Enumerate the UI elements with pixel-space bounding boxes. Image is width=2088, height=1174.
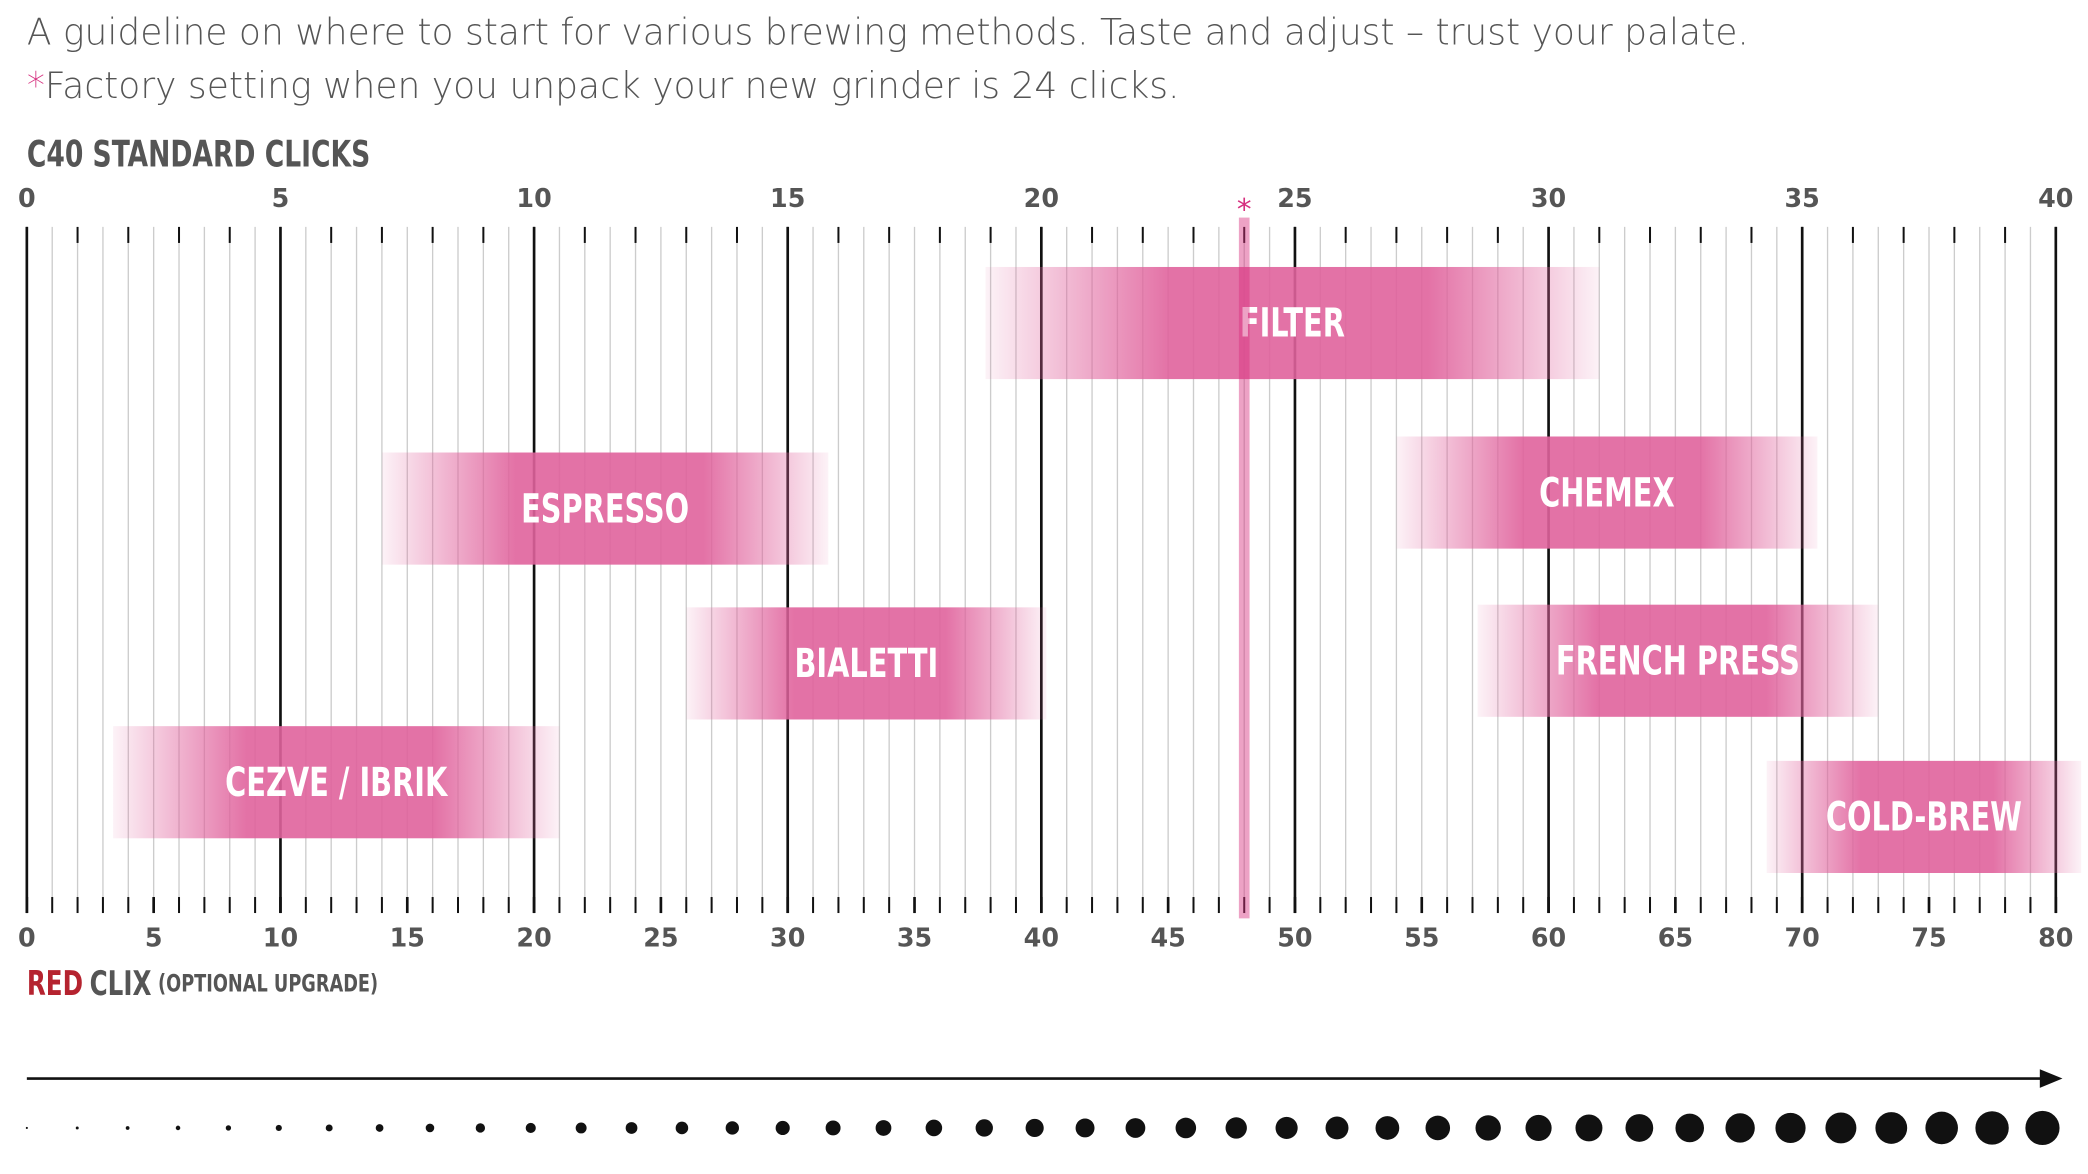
grind-dot	[875, 1120, 892, 1136]
grind-dot	[75, 1126, 79, 1130]
x2-tick-label: 65	[1658, 923, 1693, 953]
x2-tick-label: 30	[770, 923, 805, 953]
note: Factory setting when you unpack your new…	[45, 66, 1180, 107]
axis-title: RED CLIX (OPTIONAL UPGRADE)	[27, 965, 378, 1003]
bar-label: FRENCH PRESS	[1556, 637, 1800, 684]
grind-dot	[1475, 1115, 1501, 1141]
axis-title-part: RED	[27, 965, 83, 1003]
range-bar	[686, 607, 1047, 720]
x-tick-label: 30	[1531, 183, 1566, 213]
grind-dot	[625, 1122, 638, 1134]
range-bar	[1477, 604, 1879, 717]
grind-dot	[475, 1123, 486, 1133]
range-bar	[1766, 760, 2082, 873]
x2-tick-label: 5	[145, 923, 163, 953]
grind-dot	[825, 1120, 841, 1136]
note: *Factory setting when you unpack your ne…	[27, 66, 1180, 107]
x2-tick-label: 40	[1024, 923, 1059, 953]
bar-label: FILTER	[1240, 299, 1345, 346]
grind-dot	[1025, 1118, 1044, 1138]
factory-marker	[1238, 217, 1250, 919]
x2-tick-label: 45	[1150, 923, 1185, 953]
grind-dot	[1075, 1118, 1095, 1138]
bar-label: BIALETTI	[794, 640, 938, 687]
grind-dot	[1375, 1116, 1400, 1140]
x2-tick-label: 0	[18, 923, 36, 953]
x2-tick-label: 50	[1277, 923, 1312, 953]
plot: 0 5 10 15 20 25 30 35 40 0 5 10 15 20 25 30 35 40 45 50 55 60…	[18, 183, 2082, 1146]
grind-dot	[1925, 1111, 1958, 1145]
grind-dot	[1175, 1117, 1197, 1139]
x2-tick-label: 80	[2038, 923, 2073, 953]
grind-dot	[175, 1125, 181, 1131]
grind-dot	[1425, 1115, 1451, 1141]
grind-dot	[1225, 1117, 1247, 1139]
grind-dot	[1275, 1116, 1298, 1140]
x2-tick-label: 25	[643, 923, 678, 953]
x2-tick-label: 10	[263, 923, 298, 953]
x-tick-label: 20	[1024, 183, 1059, 213]
asterisk: *	[27, 66, 45, 107]
x-tick-label: 35	[1785, 183, 1820, 213]
x2-tick-label: 70	[1785, 923, 1820, 953]
grind-dot	[275, 1124, 282, 1132]
axis-title-part: CLIX	[90, 965, 152, 1003]
grind-dot	[925, 1119, 943, 1137]
x2-tick-label: 20	[516, 923, 551, 953]
arrow-head	[2039, 1069, 2063, 1088]
axis-title: C40 STANDARD CLICKS	[27, 133, 370, 176]
x-tick-label: 25	[1277, 183, 1312, 213]
grind-dot	[1775, 1112, 1806, 1144]
x-tick-label: 5	[272, 183, 290, 213]
bar-label: COLD-BREW	[1826, 793, 2022, 840]
bar-label: CHEMEX	[1539, 469, 1675, 516]
grind-dot	[675, 1121, 689, 1135]
grind-dot	[325, 1124, 333, 1132]
x2-tick-label: 60	[1531, 923, 1566, 953]
range-bar	[113, 726, 560, 839]
grind-dot	[425, 1123, 435, 1133]
grind-dot	[775, 1120, 790, 1136]
grind-dot	[2025, 1110, 2060, 1146]
range-bar	[381, 452, 829, 565]
x2-tick-label: 35	[897, 923, 932, 953]
grind-dot	[725, 1121, 739, 1135]
range-bar	[985, 266, 1600, 380]
grind-dot	[1525, 1114, 1552, 1142]
x2-tick-label: 75	[1911, 923, 1946, 953]
grind-dot	[1875, 1112, 1908, 1144]
grind-dot	[525, 1122, 536, 1134]
grind-dot	[375, 1124, 384, 1132]
grind-dot	[1675, 1113, 1705, 1143]
grind-dot	[1125, 1118, 1146, 1138]
grind-dot	[225, 1125, 232, 1131]
grind-dot	[1725, 1113, 1755, 1143]
grind-dot	[1575, 1114, 1603, 1142]
grind-dot	[25, 1126, 28, 1130]
grind-dot	[1325, 1116, 1349, 1140]
grind-dot	[975, 1119, 993, 1137]
grind-dot	[575, 1122, 587, 1134]
grind-dot	[125, 1126, 130, 1130]
note: A guideline on where to start for variou…	[27, 13, 1749, 54]
x-tick-label: 0	[18, 183, 36, 213]
grind-dot	[1975, 1111, 2009, 1145]
marker-symbol: *	[1237, 192, 1252, 226]
x-tick-label: 40	[2038, 183, 2073, 213]
grind-dot	[1825, 1112, 1857, 1144]
x2-tick-label: 15	[390, 923, 425, 953]
x-tick-label: 10	[516, 183, 551, 213]
bar-label: ESPRESSO	[521, 485, 689, 532]
bar-label: CEZVE / IBRIK	[225, 758, 449, 805]
x2-tick-label: 55	[1404, 923, 1439, 953]
axis-title-part: (OPTIONAL UPGRADE)	[158, 971, 378, 998]
grind-dot	[1625, 1114, 1654, 1142]
x-tick-label: 15	[770, 183, 805, 213]
range-bar	[1396, 436, 1818, 549]
